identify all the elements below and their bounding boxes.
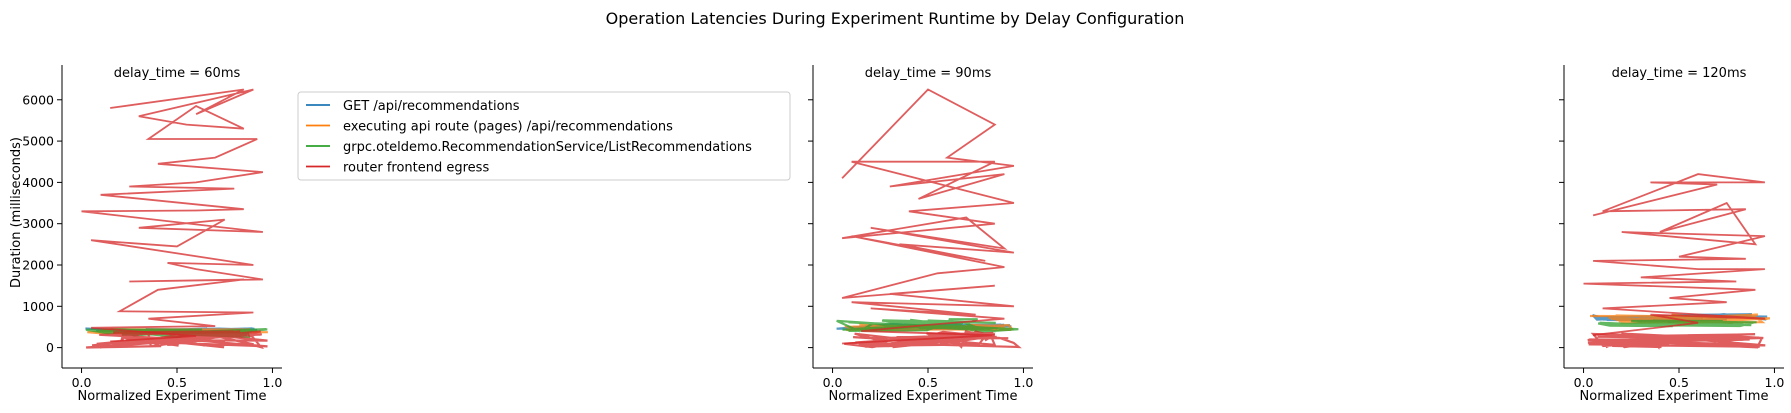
x-tick-label: 1.0: [1014, 375, 1034, 390]
x-axis-label: Normalized Experiment Time: [829, 389, 1018, 404]
y-tick-label: 1000: [22, 299, 54, 314]
series-line: [81, 88, 264, 343]
y-tick-label: 6000: [22, 92, 54, 107]
x-tick-label: 1.0: [263, 375, 283, 390]
legend-label: executing api route (pages) /api/recomme…: [343, 120, 673, 135]
y-tick-label: 2000: [22, 258, 54, 273]
x-tick-label: 1.0: [1765, 375, 1785, 390]
x-tick-label: 0.5: [167, 375, 187, 390]
series-router-frontend-egress: [81, 88, 268, 350]
y-tick-label: 4000: [22, 175, 54, 190]
y-axis-label: Duration (milliseconds): [9, 137, 24, 288]
panel-title: delay_time = 120ms: [1612, 66, 1747, 81]
series-line: [841, 88, 1015, 345]
x-axis-label: Normalized Experiment Time: [1580, 389, 1769, 404]
legend-item: GET /api/recommendations: [306, 99, 520, 114]
x-tick-label: 0.0: [72, 375, 92, 390]
x-axis-label: Normalized Experiment Time: [78, 389, 267, 404]
y-tick-label: 0: [46, 340, 54, 355]
series-band-line: [86, 330, 268, 350]
panel-title: delay_time = 90ms: [865, 66, 992, 81]
legend-frame: [297, 91, 791, 181]
legend-item: executing api route (pages) /api/recomme…: [306, 120, 673, 135]
series-router-frontend-egress: [841, 88, 1022, 349]
legend-item: grpc.oteldemo.RecommendationService/List…: [306, 140, 752, 155]
legend-label: router frontend egress: [343, 161, 489, 176]
legend-item: router frontend egress: [306, 161, 489, 176]
panel-title: delay_time = 60ms: [114, 66, 241, 81]
x-tick-label: 0.5: [1669, 375, 1689, 390]
chart-panel-1: delay_time = 60ms 0.0 0.5 1.0 0 1000 2000 3000 4…: [9, 65, 282, 404]
x-tick-label: 0.0: [1574, 375, 1594, 390]
x-tick-label: 0.5: [918, 375, 938, 390]
y-tick-label: 3000: [22, 216, 54, 231]
legend-label: grpc.oteldemo.RecommendationService/List…: [343, 140, 752, 155]
series-band-line: [1587, 332, 1766, 350]
series-router-frontend-egress: [1583, 173, 1766, 350]
legend-label: GET /api/recommendations: [343, 99, 520, 114]
x-tick-label: 0.0: [823, 375, 843, 390]
legend: GET /api/recommendations executing api ro…: [297, 91, 791, 181]
series-line: [1583, 173, 1766, 337]
facet-panels: delay_time = 60ms 0.0 0.5 1.0 0 1000 2000 3000 4…: [9, 65, 1784, 404]
y-tick-label: 5000: [22, 134, 54, 149]
figure-title: Operation Latencies During Experiment Ru…: [606, 9, 1185, 28]
